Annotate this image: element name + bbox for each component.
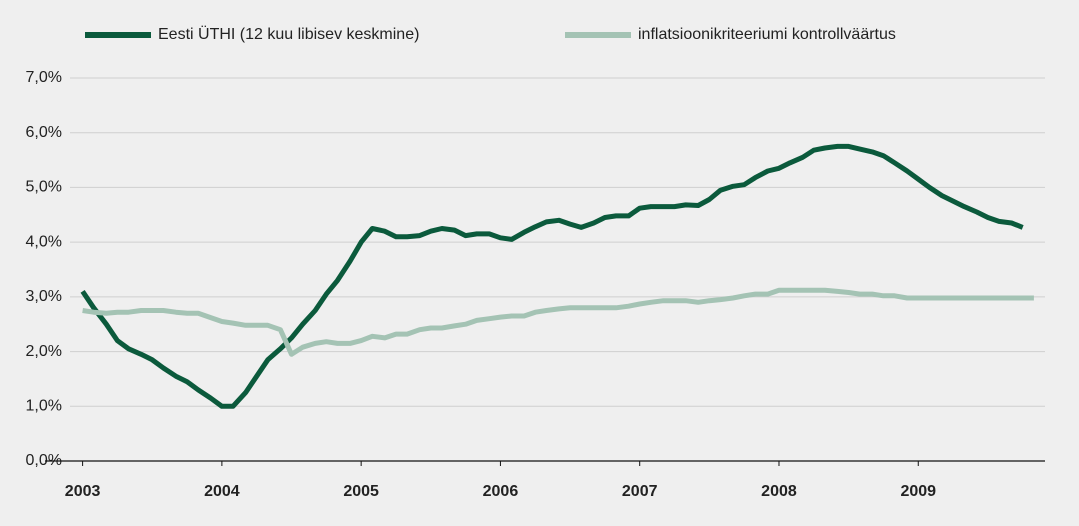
series-line	[80, 143, 1024, 409]
y-tick-label: 5,0%	[26, 179, 62, 196]
x-tick-label: 2006	[483, 483, 519, 500]
x-tick-label: 2007	[622, 483, 658, 500]
x-tick-label: 2005	[343, 483, 379, 500]
y-tick-label: 4,0%	[26, 233, 62, 250]
x-tick-label: 2009	[900, 483, 936, 500]
y-tick-label: 3,0%	[26, 288, 62, 305]
x-tick-label: 2004	[204, 483, 240, 500]
y-tick-label: 6,0%	[26, 124, 62, 141]
y-tick-label: 2,0%	[26, 343, 62, 360]
y-tick-label: 1,0%	[26, 398, 62, 415]
legend-label: Eesti ÜTHI (12 kuu libisev keskmine)	[158, 25, 419, 43]
y-tick-label: 0,0%	[26, 452, 62, 469]
legend-label: inflatsioonikriteeriumi kontrollväärtus	[638, 26, 896, 43]
x-tick-label: 2008	[761, 483, 797, 500]
series-line	[82, 287, 1034, 357]
y-tick-label: 7,0%	[26, 69, 62, 86]
x-tick-label: 2003	[65, 483, 101, 500]
